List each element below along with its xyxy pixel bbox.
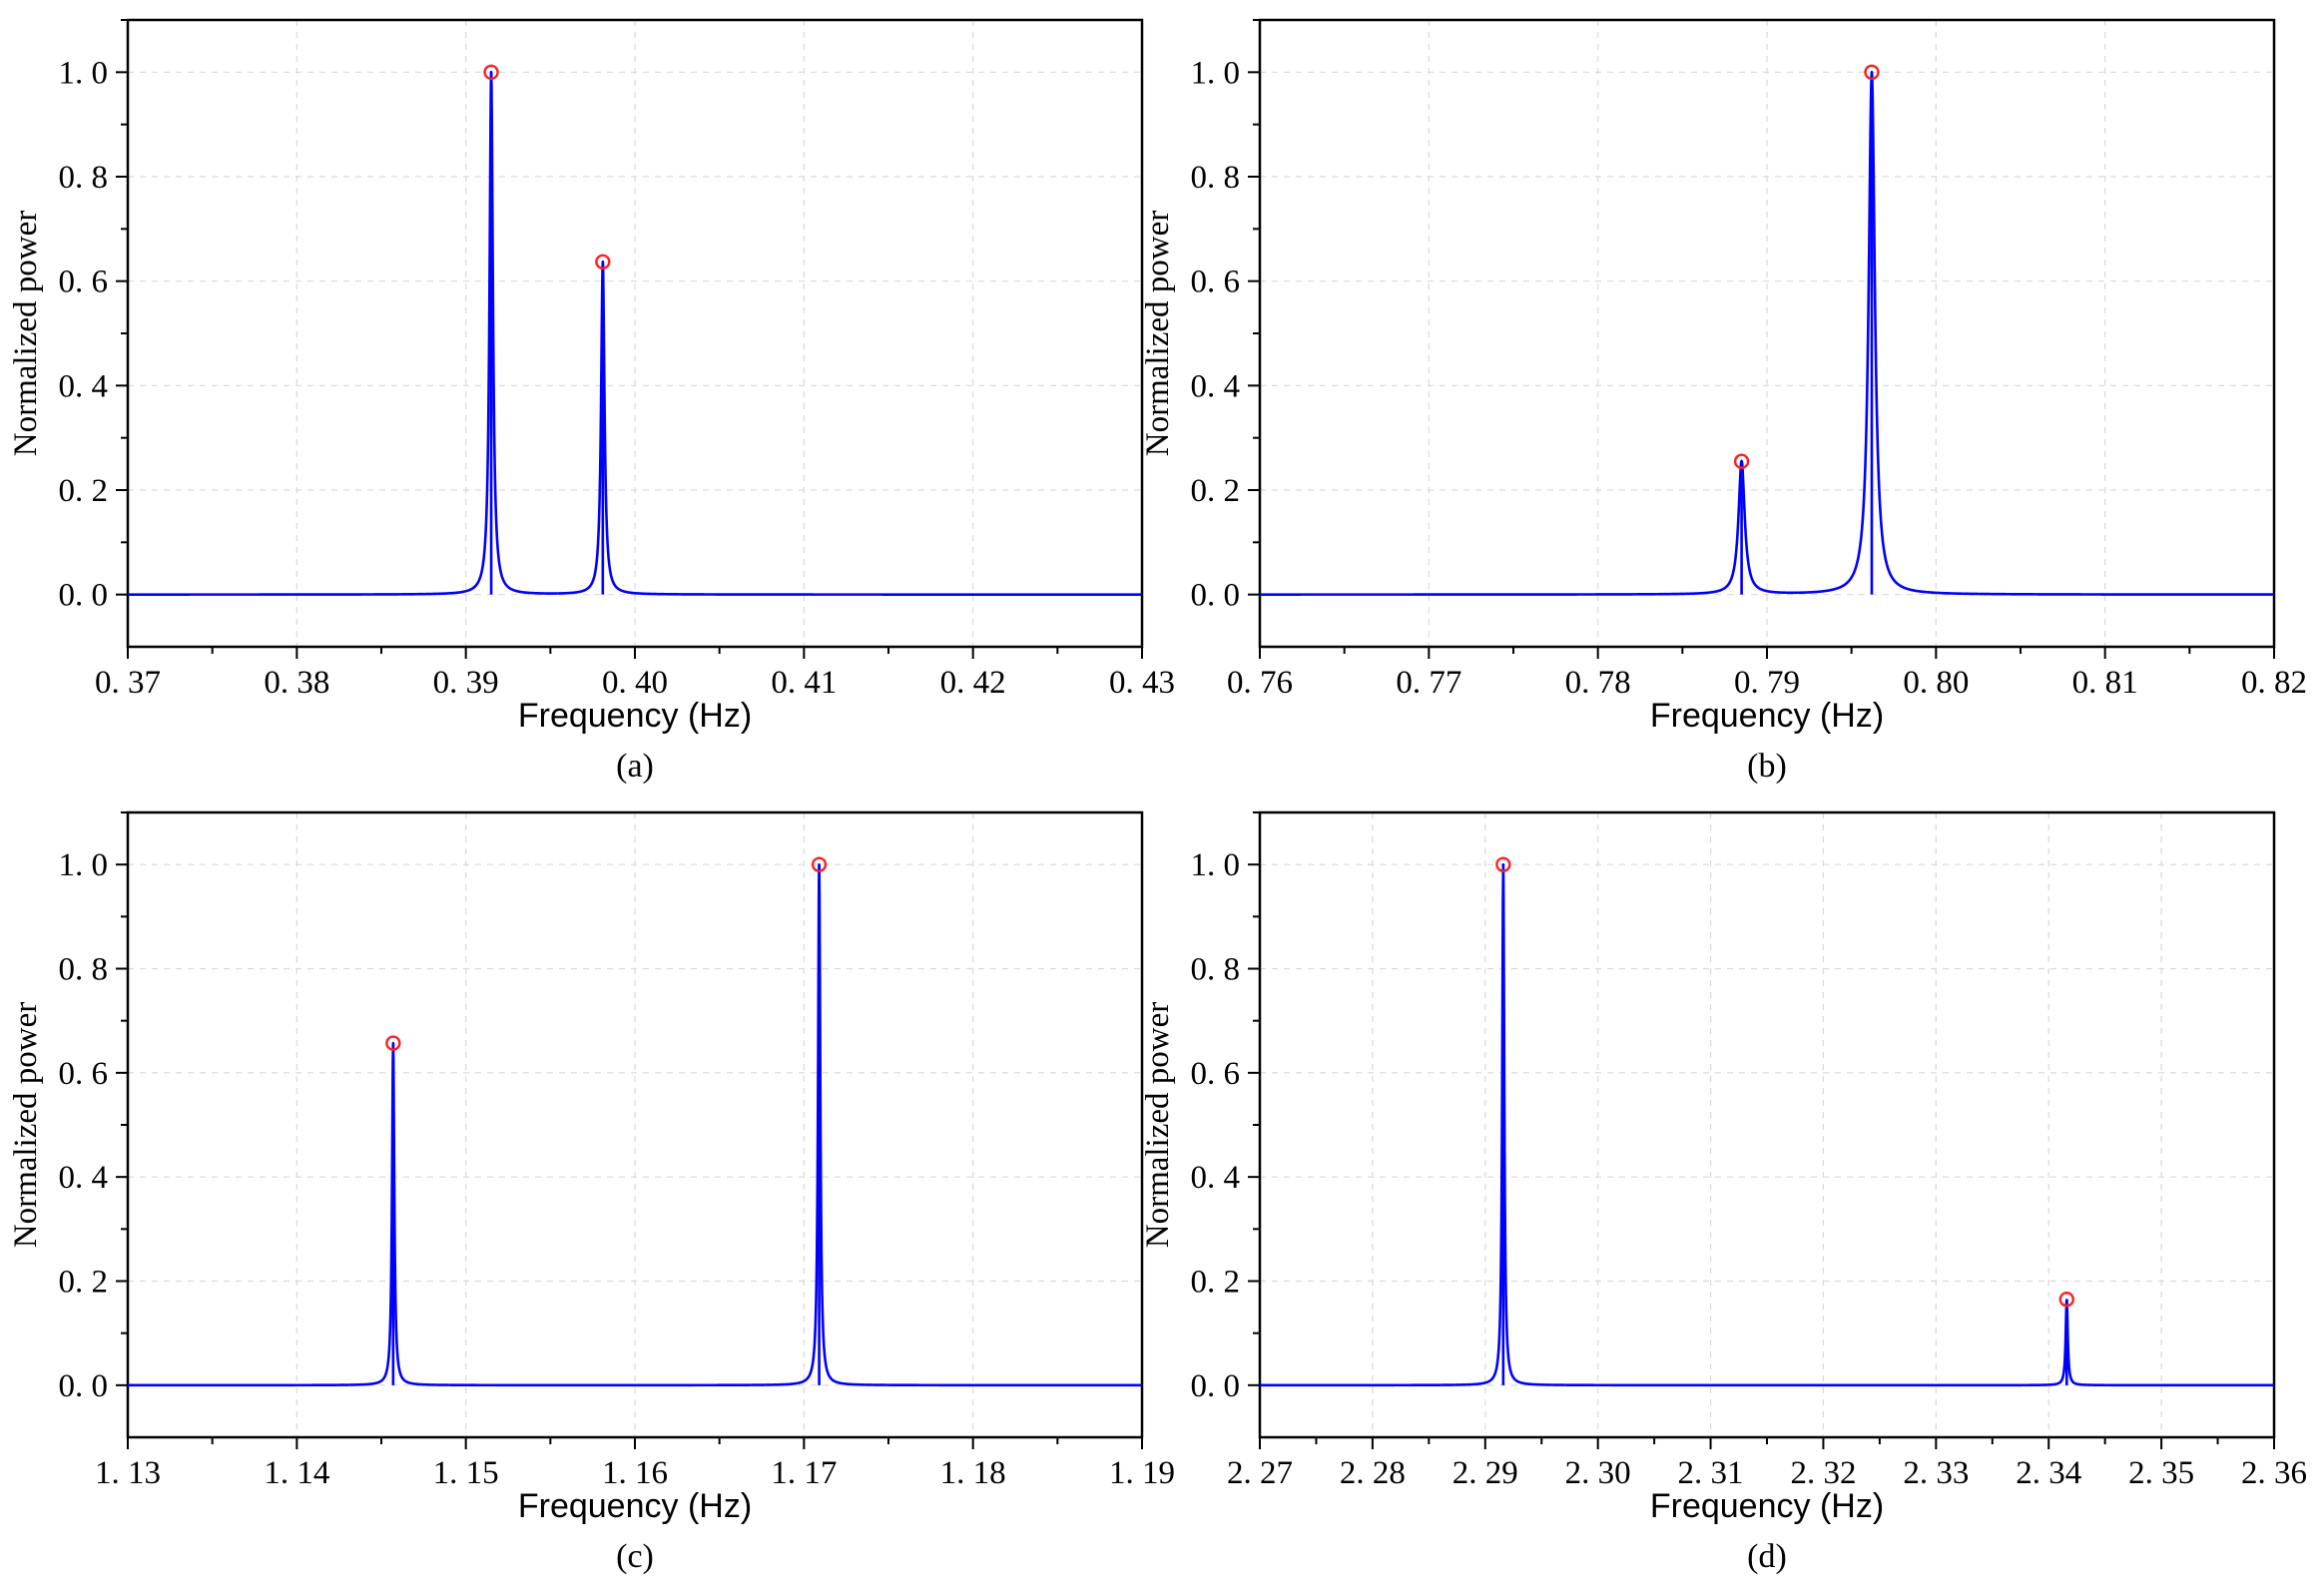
y-tick-label: 1. 0 [59,55,109,91]
subplot-caption: (d) [1747,1538,1787,1575]
x-axis-label: Frequency (Hz) [518,697,752,735]
y-tick-label: 0. 2 [59,1265,109,1301]
subplot-2: 0. 76 0. 77 0. 78 0. 79 0. 80 0. 81 0. 82 0. 0 0… [1140,18,2307,785]
y-tick-label: 0. 2 [1191,1265,1241,1301]
y-axis-label: Normalized power [1140,211,1176,457]
y-tick-label: 1. 0 [1191,847,1241,883]
y-axis-label: Normalized power [8,1002,44,1249]
y-tick-label: 0. 8 [1191,952,1241,988]
x-tick-label: 1. 19 [1109,1455,1175,1491]
y-tick-label: 0. 6 [59,265,109,300]
x-tick-label: 2. 34 [2016,1455,2081,1491]
y-tick-label: 0. 0 [59,578,109,614]
x-tick-label: 0. 40 [602,665,668,701]
y-axis-label: Normalized power [8,211,44,457]
x-tick-label: 0. 79 [1734,665,1800,701]
x-tick-label: 2. 30 [1565,1455,1631,1491]
x-axis-label: Frequency (Hz) [1650,697,1884,735]
y-tick-label: 0. 0 [59,1368,109,1404]
y-tick-label: 1. 0 [1191,55,1241,91]
y-tick-label: 1. 0 [59,847,109,883]
subplot-1: 0. 37 0. 38 0. 39 0. 40 0. 41 0. 42 0. 43 0. 0 0… [8,18,1175,785]
peak-marker [1495,856,1511,872]
spectrum-line [1259,70,2275,596]
y-axis-label: Normalized power [1140,1002,1176,1249]
x-tick-label: 2. 27 [1227,1455,1293,1491]
x-tick-label: 0. 82 [2241,665,2307,701]
x-tick-label: 2. 36 [2241,1455,2307,1491]
x-axis-label: Frequency (Hz) [1650,1487,1884,1525]
x-tick-label: 1. 13 [95,1455,161,1491]
x-tick-label: 0. 80 [1903,665,1969,701]
x-tick-label: 0. 42 [940,665,1006,701]
x-tick-label: 0. 39 [433,665,499,701]
peak-marker [2058,1292,2074,1308]
y-tick-label: 0. 4 [59,368,109,404]
y-tick-label: 0. 6 [59,1056,109,1092]
spectrum-line [127,70,1143,596]
y-tick-label: 0. 8 [59,160,109,196]
peak-marker [811,856,828,872]
x-tick-label: 2. 31 [1678,1455,1744,1491]
y-tick-label: 0. 0 [1191,578,1241,614]
y-tick-label: 0. 6 [1191,265,1241,300]
x-tick-label: 2. 32 [1790,1455,1856,1491]
y-tick-label: 0. 0 [1191,1368,1241,1404]
x-tick-label: 1. 18 [940,1455,1006,1491]
x-tick-label: 0. 77 [1396,665,1461,701]
y-tick-label: 0. 4 [1191,368,1241,404]
peak-marker [1864,64,1880,81]
x-tick-label: 0. 43 [1109,665,1175,701]
x-tick-label: 0. 38 [264,665,329,701]
subplot-caption: (b) [1747,748,1787,785]
x-tick-label: 0. 37 [95,665,161,701]
subplot-caption: (c) [616,1538,654,1575]
x-tick-label: 2. 29 [1452,1455,1518,1491]
peak-marker [385,1035,401,1051]
x-tick-label: 2. 33 [1903,1455,1969,1491]
y-tick-label: 0. 2 [59,473,109,509]
x-tick-label: 2. 35 [2128,1455,2194,1491]
spectrum-line [1259,862,2275,1387]
y-tick-label: 0. 8 [59,952,109,988]
peak-marker [483,64,499,81]
y-tick-label: 0. 4 [1191,1160,1241,1196]
x-tick-label: 1. 14 [264,1455,329,1491]
subplot-4: 2. 27 2. 28 2. 29 2. 30 2. 31 2. 32 2. 33 2. 34… [1140,810,2307,1575]
x-tick-label: 0. 81 [2072,665,2138,701]
spectrum-line [127,862,1143,1387]
y-tick-label: 0. 6 [1191,1056,1241,1092]
peak-marker [595,254,611,270]
x-tick-label: 0. 78 [1565,665,1631,701]
x-tick-label: 1. 17 [771,1455,837,1491]
y-tick-label: 0. 8 [1191,160,1241,196]
x-tick-label: 1. 16 [602,1455,668,1491]
y-tick-label: 0. 2 [1191,473,1241,509]
x-tick-label: 0. 76 [1227,665,1293,701]
x-tick-label: 2. 28 [1340,1455,1406,1491]
x-tick-label: 0. 41 [771,665,837,701]
subplot-3: 1. 13 1. 14 1. 15 1. 16 1. 17 1. 18 1. 19 0. 0 0… [8,810,1175,1575]
peak-marker [1733,453,1750,469]
y-tick-label: 0. 4 [59,1160,109,1196]
x-axis-label: Frequency (Hz) [518,1487,752,1525]
x-tick-label: 1. 15 [433,1455,499,1491]
plot-frame [1258,810,2276,1439]
subplot-caption: (a) [616,748,654,785]
